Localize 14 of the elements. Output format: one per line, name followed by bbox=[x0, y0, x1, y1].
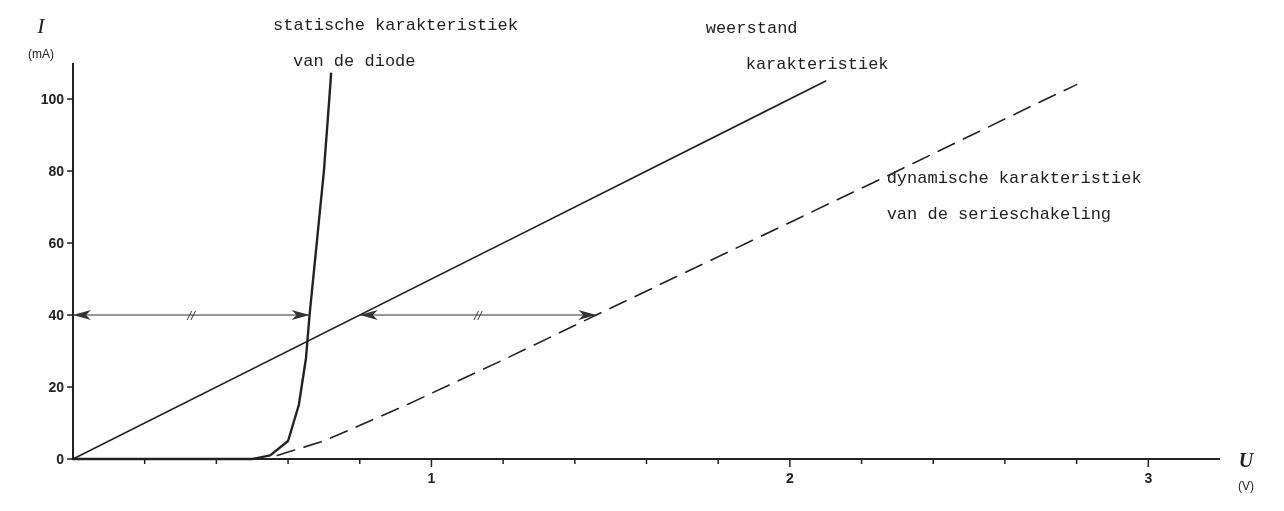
text: weerstand karakteristiek bbox=[705, 19, 889, 74]
text: statische karakteristiek van de diode bbox=[273, 16, 518, 71]
y-tick-label: 20 bbox=[48, 379, 65, 395]
x-tick-label: 1 bbox=[427, 470, 436, 486]
y-tick-label: 100 bbox=[40, 91, 65, 107]
x-tick-label: 3 bbox=[1144, 470, 1153, 486]
y-tick-label: 60 bbox=[48, 235, 65, 251]
y-tick-label: 0 bbox=[56, 451, 65, 467]
x-tick-label: 2 bbox=[785, 470, 794, 486]
annotation: // bbox=[473, 309, 484, 322]
series-label: dynamische karakteristiek van de serieschakeling bbox=[886, 169, 1142, 224]
y-tick-label: 40 bbox=[48, 307, 65, 323]
y-tick-label: 80 bbox=[48, 163, 65, 179]
annotation: // bbox=[186, 309, 197, 322]
